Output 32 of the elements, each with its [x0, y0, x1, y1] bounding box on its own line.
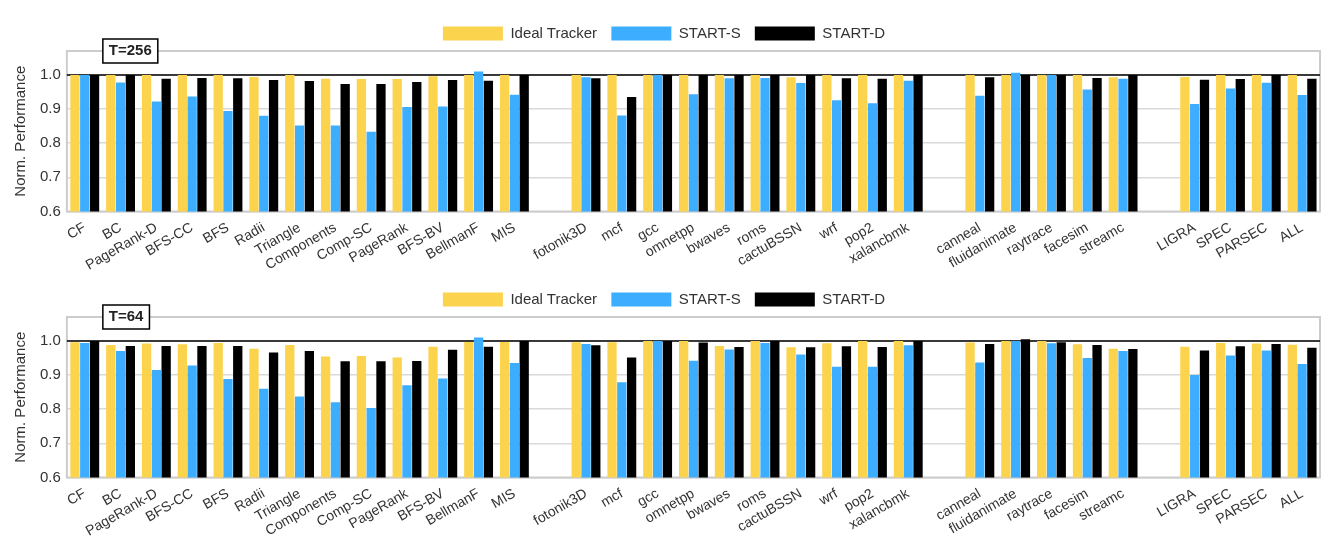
- y-tick-label: 0.8: [39, 133, 61, 151]
- x-tick-label: ALL: [1275, 484, 1306, 512]
- annotation: T=64: [108, 307, 145, 325]
- y-tick-label: 0.9: [39, 99, 61, 117]
- y-tick-label: 0.6: [39, 201, 61, 219]
- y-axis-title: Norm. Performance: [11, 331, 29, 463]
- legend-label: START-S: [678, 23, 741, 41]
- annotation: T=256: [108, 41, 152, 59]
- x-tick-label: BFS: [199, 218, 232, 247]
- legend-label: Ideal Tracker: [510, 289, 598, 307]
- y-axis-title: Norm. Performance: [11, 65, 29, 197]
- x-tick-label: wrf: [815, 484, 841, 509]
- x-tick-label: mcf: [597, 484, 626, 510]
- y-tick-label: 0.7: [39, 167, 61, 185]
- x-tick-label: MIS: [488, 484, 518, 512]
- x-tick-label: BFS: [199, 484, 232, 513]
- x-tick-label: CF: [64, 484, 89, 508]
- y-tick-label: 0.8: [39, 399, 61, 417]
- legend-label: START-D: [822, 23, 886, 41]
- legend-label: Ideal Tracker: [510, 23, 598, 41]
- y-tick-label: 0.9: [39, 365, 61, 383]
- y-tick-label: 1.0: [39, 331, 61, 349]
- legend-label: START-S: [678, 289, 741, 307]
- y-tick-label: 0.6: [39, 467, 61, 485]
- legend-label: START-D: [822, 289, 886, 307]
- x-tick-label: mcf: [597, 218, 626, 244]
- y-tick-label: 0.7: [39, 433, 61, 451]
- y-tick-label: 1.0: [39, 65, 61, 83]
- x-tick-label: MIS: [488, 218, 518, 246]
- x-tick-label: ALL: [1275, 218, 1306, 246]
- x-tick-label: CF: [64, 218, 89, 242]
- x-tick-label: wrf: [815, 218, 841, 243]
